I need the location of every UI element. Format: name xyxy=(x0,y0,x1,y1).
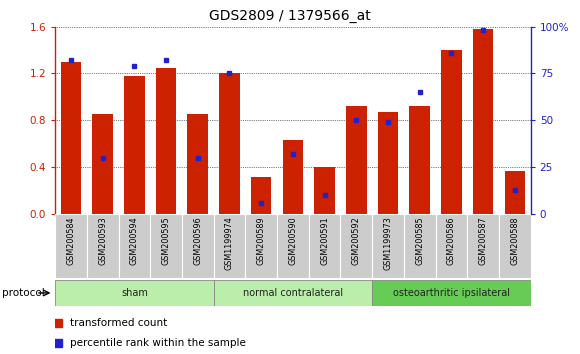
Bar xyxy=(182,214,213,278)
Bar xyxy=(467,214,499,278)
Text: sham: sham xyxy=(121,288,148,298)
Text: percentile rank within the sample: percentile rank within the sample xyxy=(70,338,246,348)
Bar xyxy=(378,112,398,214)
Text: GSM200587: GSM200587 xyxy=(478,216,488,265)
Bar xyxy=(372,280,531,306)
Text: GDS2809 / 1379566_at: GDS2809 / 1379566_at xyxy=(209,9,371,23)
Bar xyxy=(346,106,367,214)
Bar xyxy=(55,280,213,306)
Bar xyxy=(150,214,182,278)
Bar xyxy=(309,214,340,278)
Text: GSM200589: GSM200589 xyxy=(257,216,266,265)
Bar xyxy=(61,62,81,214)
Bar xyxy=(314,167,335,214)
Text: osteoarthritic ipsilateral: osteoarthritic ipsilateral xyxy=(393,288,510,298)
Text: GSM200596: GSM200596 xyxy=(193,216,202,265)
Text: GSM200591: GSM200591 xyxy=(320,216,329,265)
Text: GSM200595: GSM200595 xyxy=(162,216,171,265)
Bar xyxy=(213,280,372,306)
Bar xyxy=(282,140,303,214)
Bar xyxy=(436,214,467,278)
Text: transformed count: transformed count xyxy=(70,318,168,328)
Bar xyxy=(277,214,309,278)
Bar xyxy=(245,214,277,278)
Bar xyxy=(404,214,436,278)
Bar xyxy=(92,114,113,214)
Bar xyxy=(409,106,430,214)
Text: GSM200585: GSM200585 xyxy=(415,216,424,265)
Text: GSM200593: GSM200593 xyxy=(98,216,107,265)
Bar xyxy=(118,214,150,278)
Text: normal contralateral: normal contralateral xyxy=(243,288,343,298)
Bar xyxy=(55,214,87,278)
Bar xyxy=(499,214,531,278)
Bar xyxy=(124,76,144,214)
Text: GSM200588: GSM200588 xyxy=(510,216,519,264)
Bar xyxy=(505,171,525,214)
Text: GSM200594: GSM200594 xyxy=(130,216,139,265)
Bar xyxy=(187,114,208,214)
Bar xyxy=(372,214,404,278)
Bar xyxy=(441,50,462,214)
Bar xyxy=(156,68,176,214)
Bar xyxy=(340,214,372,278)
Text: protocol: protocol xyxy=(2,288,45,298)
Text: GSM1199974: GSM1199974 xyxy=(225,216,234,270)
Bar xyxy=(251,177,271,214)
Text: GSM200592: GSM200592 xyxy=(352,216,361,265)
Bar xyxy=(213,214,245,278)
Text: GSM200584: GSM200584 xyxy=(67,216,75,264)
Bar xyxy=(219,74,240,214)
Bar xyxy=(87,214,118,278)
Text: GSM1199973: GSM1199973 xyxy=(383,216,393,270)
Text: GSM200586: GSM200586 xyxy=(447,216,456,264)
Bar xyxy=(473,29,494,214)
Text: GSM200590: GSM200590 xyxy=(288,216,298,265)
